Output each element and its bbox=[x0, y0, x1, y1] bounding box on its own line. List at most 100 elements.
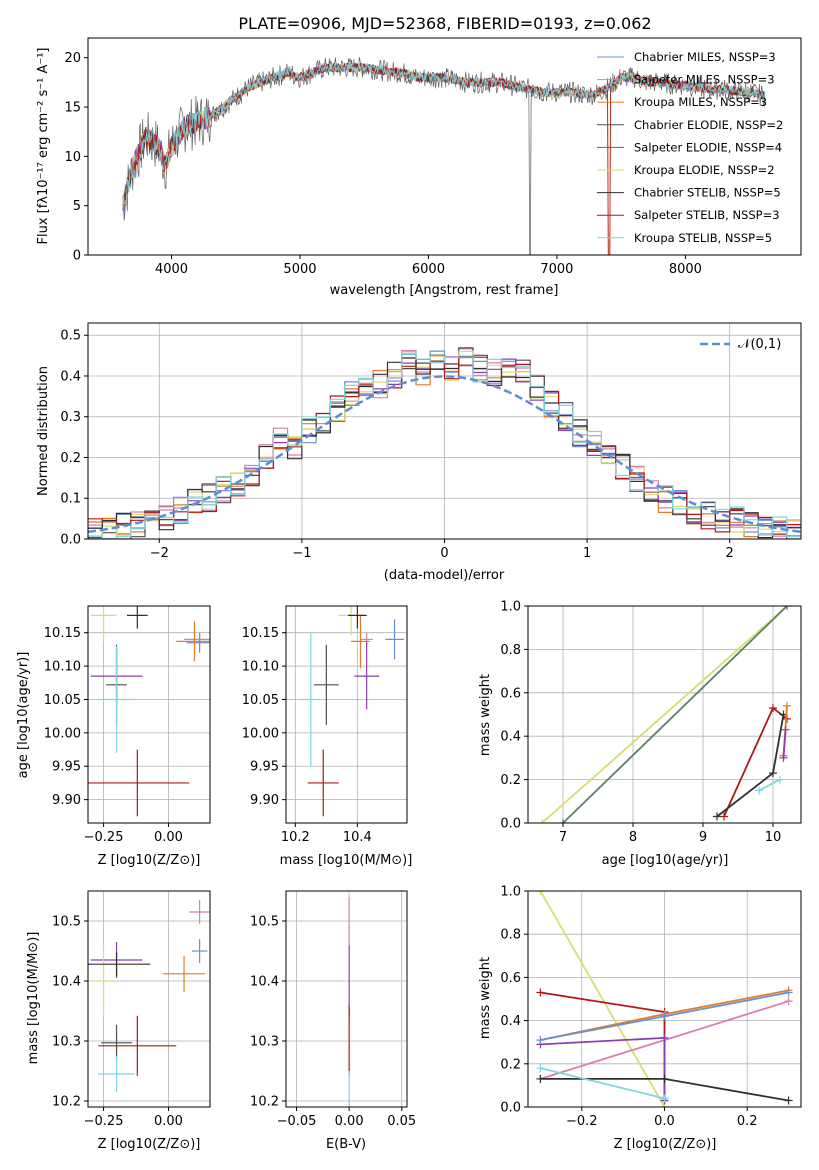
spectrum-xtick-label: 5000 bbox=[283, 262, 316, 277]
spectrum-xtick-label: 4000 bbox=[155, 262, 188, 277]
legend-entry: Salpeter STELIB, NSSP=3 bbox=[634, 208, 780, 222]
residual-ytick-label: 0.2 bbox=[60, 451, 81, 466]
mwZ-point-marker bbox=[536, 1036, 545, 1045]
legend-entry: Chabrier STELIB, NSSP=5 bbox=[634, 186, 781, 200]
mwage-xtick-label: 7 bbox=[559, 830, 567, 845]
clip-group bbox=[88, 347, 801, 539]
mwage-point-marker bbox=[779, 753, 788, 762]
mwZ-point-marker bbox=[660, 1012, 669, 1021]
massebv-xtick-label: −0.05 bbox=[277, 1114, 317, 1129]
mwage-xtick-label: 9 bbox=[699, 830, 707, 845]
mwage-ytick-label: 0.8 bbox=[500, 643, 521, 658]
agemass-ytick-label: 10.10 bbox=[242, 660, 279, 675]
mwZ-series-line bbox=[539, 891, 666, 1107]
spectrum-ytick-label: 15 bbox=[64, 101, 81, 116]
spectrum-series-line bbox=[122, 62, 766, 255]
agemass-ytick-label: 9.95 bbox=[250, 760, 279, 775]
mwZ-xlabel: Z [log10(Z/Z⊙)] bbox=[614, 1137, 717, 1152]
massweight-vs-metallicity-panel: −0.2 0.0 0.2 0.0 0.2 0.4 0.6 0.8 1.0 bbox=[500, 885, 802, 1129]
ageZ-frame bbox=[87, 605, 211, 824]
massZ-ytick-label: 10.4 bbox=[52, 975, 81, 990]
mwZ-ytick-label: 0.8 bbox=[500, 928, 521, 943]
mwage-xtick-label: 10 bbox=[765, 830, 782, 845]
spectrum-legend: Chabrier MILES, NSSP=3 Salpeter MILES, NS… bbox=[597, 50, 783, 245]
ageZ-ytick-label: 9.90 bbox=[52, 793, 81, 808]
residual-ylabel: Normed distribution bbox=[36, 366, 51, 496]
residual-histogram-panel: −2 −1 0 1 2 0.0 0.1 0.2 0.3 0.4 0.5 𝒩(0,1) bbox=[60, 322, 802, 561]
spectrum-ytick-label: 0 bbox=[73, 249, 81, 264]
agemass-ytick-label: 10.00 bbox=[242, 726, 279, 741]
mwage-series-line bbox=[782, 729, 787, 758]
mwZ-ytick-label: 1.0 bbox=[500, 885, 521, 900]
mwZ-series-line bbox=[540, 1036, 666, 1101]
spectrum-ytick-label: 20 bbox=[64, 51, 81, 66]
legend-entry: Salpeter MILES, NSSP=3 bbox=[634, 73, 775, 87]
massebv-ytick-label: 10.3 bbox=[250, 1035, 279, 1050]
massZ-ytick-label: 10.3 bbox=[52, 1035, 81, 1050]
mwZ-point-marker bbox=[784, 997, 793, 1006]
mwZ-point-marker bbox=[660, 1094, 669, 1103]
spectrum-ytick-label: 5 bbox=[73, 199, 81, 214]
residual-xtick-label: 1 bbox=[583, 546, 591, 561]
ageZ-ytick-label: 9.95 bbox=[52, 760, 81, 775]
mwZ-point-marker bbox=[660, 1033, 669, 1042]
legend-entry: Kroupa ELODIE, NSSP=2 bbox=[634, 163, 775, 177]
mwage-point-marker bbox=[755, 786, 763, 795]
mwage-ytick-label: 0.2 bbox=[500, 773, 521, 788]
residual-ytick-label: 0.4 bbox=[60, 369, 81, 384]
legend-entry: Chabrier ELODIE, NSSP=2 bbox=[634, 118, 783, 132]
massZ-xlabel: Z [log10(Z/Z⊙)] bbox=[98, 1137, 201, 1152]
mwZ-point-marker bbox=[536, 1064, 545, 1073]
massebv-ytick-label: 10.2 bbox=[250, 1095, 279, 1110]
residual-xtick-label: −1 bbox=[292, 546, 311, 561]
mwZ-frame bbox=[527, 890, 802, 1108]
mwZ-ytick-label: 0.2 bbox=[500, 1057, 521, 1072]
clip-group bbox=[301, 606, 404, 817]
mwZ-point-marker bbox=[536, 891, 545, 895]
mwZ-point-marker bbox=[660, 1074, 669, 1083]
figure-title: PLATE=0906, MJD=52368, FIBERID=0193, z=0… bbox=[238, 14, 651, 33]
mwZ-ytick-label: 0.0 bbox=[500, 1101, 521, 1116]
mwage-point-marker bbox=[538, 819, 546, 823]
ageZ-xtick-label: 0.00 bbox=[154, 830, 183, 845]
ageZ-xtick-label: −0.25 bbox=[84, 830, 124, 845]
ageZ-ytick-label: 10.05 bbox=[44, 693, 81, 708]
massZ-ylabel: mass [log10(M/M⊙)] bbox=[26, 932, 41, 1065]
mwage-xlabel: age [log10(age/yr)] bbox=[602, 853, 729, 868]
spectrum-series-line bbox=[122, 62, 766, 255]
mwZ-xtick-label: 0.0 bbox=[654, 1114, 675, 1129]
legend-entry: Salpeter ELODIE, NSSP=4 bbox=[634, 140, 782, 154]
age-vs-metallicity-panel: −0.25 0.00 9.90 9.95 10.00 10.05 10.10 10.15 bbox=[44, 605, 211, 845]
massebv-frame bbox=[285, 890, 408, 1108]
massebv-xlabel: E(B-V) bbox=[326, 1137, 366, 1152]
mwZ-point-marker bbox=[536, 1074, 545, 1083]
mass-vs-metallicity-panel: −0.25 0.00 10.2 10.3 10.4 10.5 bbox=[52, 890, 211, 1129]
massebv-ytick-label: 10.5 bbox=[250, 915, 279, 930]
massZ-frame bbox=[87, 890, 211, 1108]
mwage-ytick-label: 1.0 bbox=[500, 600, 521, 615]
mwage-point-marker bbox=[720, 812, 728, 821]
age-vs-mass-panel: 10.2 10.4 9.90 9.95 10.00 10.05 10.10 10.15 bbox=[242, 605, 408, 845]
massZ-ytick-label: 10.5 bbox=[52, 915, 81, 930]
mwage-point-marker bbox=[783, 606, 791, 610]
mwage-series-line bbox=[758, 778, 781, 792]
mwZ-series-line bbox=[540, 1067, 665, 1100]
residual-histogram-series bbox=[88, 350, 801, 539]
residual-frame bbox=[87, 322, 802, 540]
mwage-ylabel: mass weight bbox=[478, 674, 493, 756]
residual-xtick-label: 0 bbox=[440, 546, 448, 561]
clip-group bbox=[536, 891, 793, 1107]
ageZ-ylabel: age [log10(age/yr)] bbox=[16, 652, 31, 779]
mwage-series-line bbox=[723, 706, 788, 817]
mwZ-point-marker bbox=[784, 988, 793, 997]
mwage-point-marker bbox=[769, 769, 777, 778]
clip-group bbox=[88, 900, 210, 1092]
massZ-ytick-label: 10.2 bbox=[52, 1095, 81, 1110]
spectrum-frame bbox=[87, 37, 802, 256]
massebv-xtick-label: 0.00 bbox=[335, 1114, 364, 1129]
mwage-series-line bbox=[716, 714, 785, 818]
massebv-xtick-label: 0.05 bbox=[387, 1114, 416, 1129]
agemass-ytick-label: 9.90 bbox=[250, 793, 279, 808]
gaussian-reference-curve bbox=[88, 375, 801, 534]
